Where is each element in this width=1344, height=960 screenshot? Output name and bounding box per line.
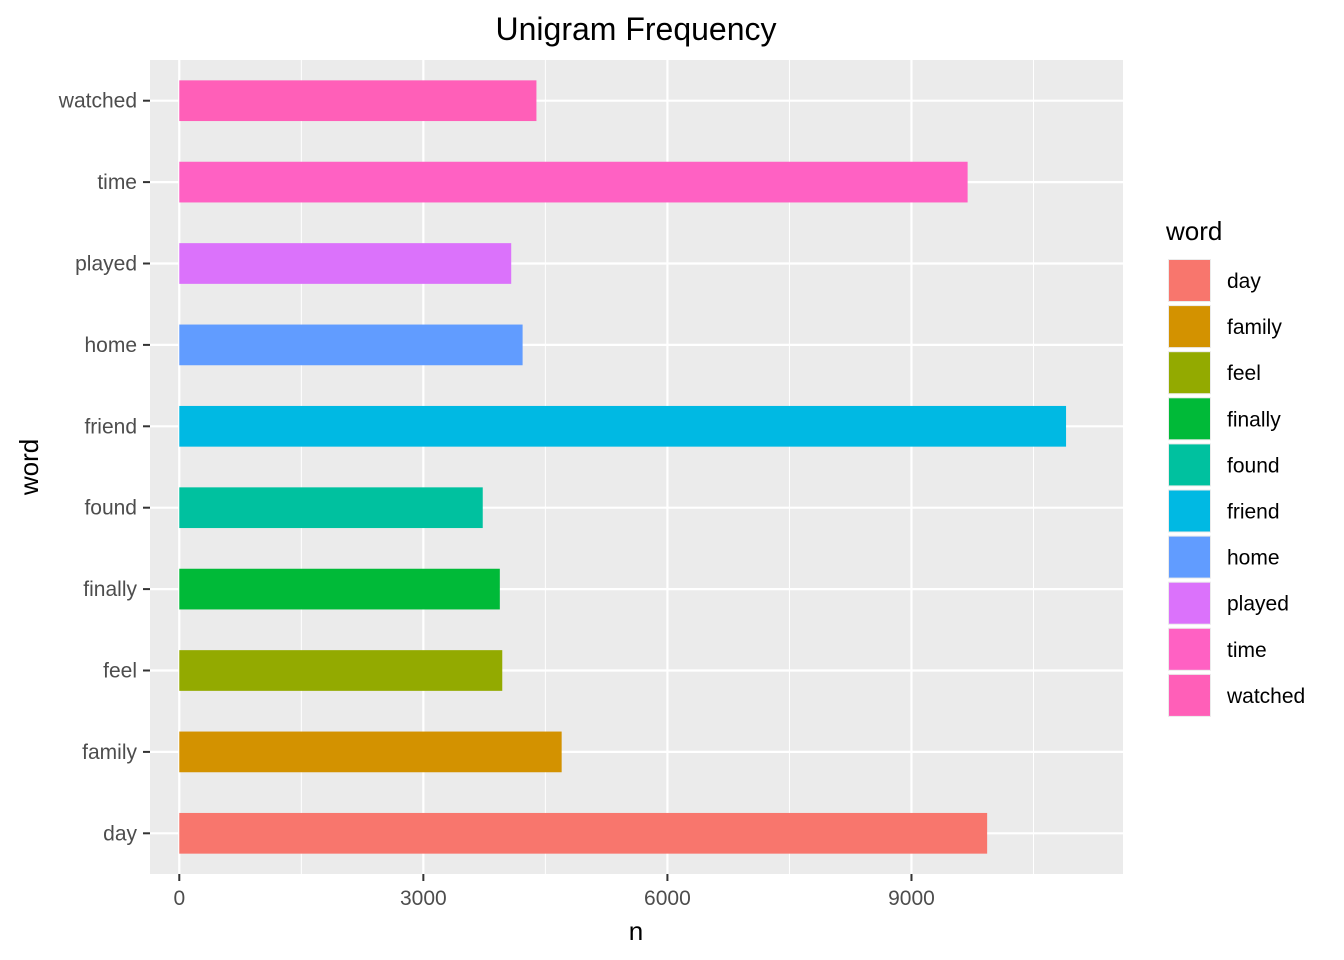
legend-swatch-played bbox=[1169, 582, 1210, 624]
y-tick-label-finally: finally bbox=[83, 578, 137, 601]
bar-watched bbox=[179, 80, 537, 122]
bars bbox=[179, 80, 1067, 854]
bar-feel bbox=[179, 650, 503, 691]
x-axis-title: n bbox=[629, 916, 643, 946]
legend: word day family feel finally found friend home… bbox=[1165, 216, 1305, 717]
y-tick-label-feel: feel bbox=[103, 660, 137, 683]
bar-played bbox=[179, 243, 512, 284]
bar-time bbox=[179, 161, 968, 203]
legend-label-watched: watched bbox=[1226, 685, 1305, 708]
y-tick-label-time: time bbox=[97, 171, 137, 194]
legend-label-played: played bbox=[1227, 593, 1289, 616]
legend-label-finally: finally bbox=[1227, 408, 1281, 431]
bar-day bbox=[179, 812, 988, 854]
y-tick-label-family: family bbox=[82, 741, 137, 764]
bar-finally bbox=[179, 568, 500, 610]
legend-swatch-family bbox=[1169, 306, 1210, 348]
y-tick-label-day: day bbox=[103, 822, 137, 845]
x-tick-label: 3000 bbox=[400, 887, 447, 910]
x-tick-label: 9000 bbox=[888, 887, 935, 910]
legend-label-day: day bbox=[1227, 270, 1261, 293]
legend-swatch-finally bbox=[1169, 398, 1210, 440]
y-tick-label-watched: watched bbox=[58, 90, 137, 113]
x-tick-label: 6000 bbox=[644, 887, 691, 910]
y-tick-label-friend: friend bbox=[84, 415, 137, 438]
legend-label-feel: feel bbox=[1227, 362, 1261, 385]
legend-swatch-day bbox=[1169, 260, 1210, 301]
legend-swatch-time bbox=[1169, 628, 1210, 670]
legend-swatch-friend bbox=[1169, 490, 1210, 532]
legend-title: word bbox=[1165, 216, 1222, 246]
x-tick-label: 0 bbox=[173, 887, 185, 910]
legend-swatch-found bbox=[1169, 444, 1210, 486]
bar-family bbox=[179, 731, 562, 773]
x-axis: 0 3000 6000 9000 bbox=[173, 874, 935, 910]
y-tick-label-found: found bbox=[84, 497, 137, 520]
bar-found bbox=[179, 487, 483, 529]
legend-label-found: found bbox=[1227, 454, 1280, 477]
legend-swatch-watched bbox=[1169, 674, 1210, 716]
legend-label-time: time bbox=[1227, 639, 1267, 662]
y-tick-label-played: played bbox=[75, 253, 137, 276]
y-tick-label-home: home bbox=[84, 334, 137, 357]
bar-home bbox=[179, 324, 523, 366]
legend-swatch-feel bbox=[1169, 352, 1210, 394]
legend-label-home: home bbox=[1227, 547, 1280, 570]
legend-label-family: family bbox=[1227, 316, 1282, 339]
legend-swatch-home bbox=[1169, 536, 1210, 578]
chart-title: Unigram Frequency bbox=[496, 11, 777, 47]
bar-friend bbox=[179, 405, 1067, 447]
y-axis: day family feel finally found friend home playe… bbox=[58, 90, 150, 845]
legend-label-friend: friend bbox=[1227, 501, 1280, 524]
y-axis-title: word bbox=[14, 439, 44, 496]
